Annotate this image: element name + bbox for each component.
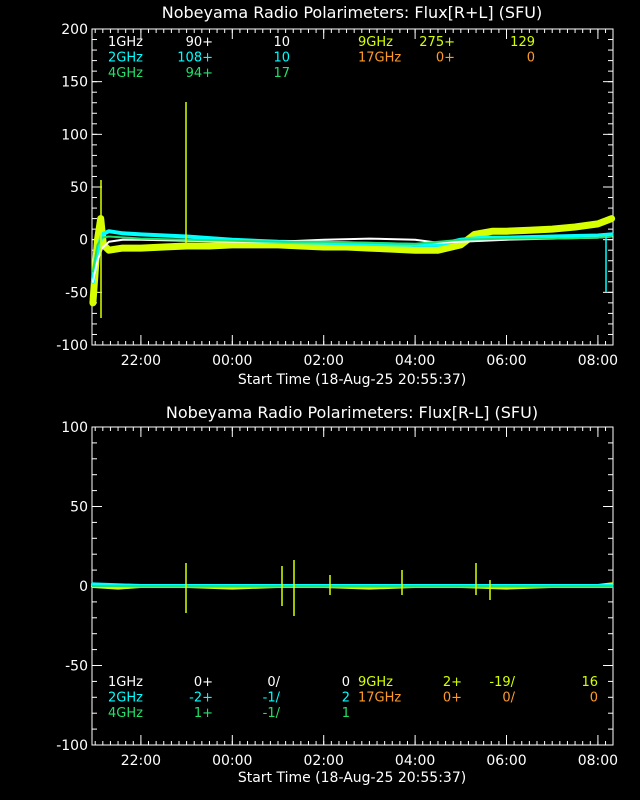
- legend-value: 0: [590, 691, 598, 706]
- y-tick-label: -100: [56, 738, 88, 754]
- legend-value: 275+: [419, 35, 455, 50]
- x-axis-r-plus-l: 22:00 00:00 02:00 04:00 06:00 08:00: [94, 29, 618, 369]
- legend-value: 0/: [267, 675, 280, 690]
- series-line-4ghz: [91, 235, 613, 273]
- legend-value: 0/: [502, 691, 515, 706]
- chart-panel-flux-r-plus-l: Nobeyama Radio Polarimeters: Flux[R+L] (…: [56, 3, 618, 388]
- legend-value: 90+: [186, 35, 213, 50]
- x-tick-label: 08:00: [578, 353, 618, 369]
- legend-value: 2: [342, 691, 350, 706]
- x-axis-label-r-minus-l: Start Time (18-Aug-25 20:55:37): [238, 770, 466, 786]
- chart-panel-flux-r-minus-l: Nobeyama Radio Polarimeters: Flux[R-L] (…: [56, 403, 618, 786]
- x-tick-label: 00:00: [212, 353, 252, 369]
- y-tick-label: 200: [61, 22, 88, 38]
- x-tick-label: 06:00: [486, 753, 526, 769]
- legend-value: -1/: [263, 691, 281, 706]
- legend-band-2ghz: 2GHz: [108, 691, 143, 706]
- series-line-9ghz: [89, 215, 616, 307]
- legend-band-17ghz: 17GHz: [358, 691, 401, 706]
- legend-value: -19/: [489, 675, 515, 690]
- legend-value: 1+: [194, 706, 213, 721]
- y-tick-label: 50: [70, 180, 88, 196]
- legend-value: 0+: [436, 51, 455, 66]
- x-tick-label: 04:00: [395, 753, 435, 769]
- legend-value: 0+: [194, 675, 213, 690]
- y-tick-label: 100: [61, 127, 88, 143]
- legend-value: -2+: [189, 691, 213, 706]
- y-tick-label: 50: [70, 500, 88, 516]
- legend-value: 10: [273, 51, 290, 66]
- legend-value: 94+: [186, 66, 213, 81]
- legend-value: 10: [273, 35, 290, 50]
- legend-r-plus-l: 1GHz 90+ 10 9GHz 275+ 129 2GHz 108+ 10 17GHz 0+ 0 4G…: [108, 35, 535, 81]
- legend-band-1ghz: 1GHz: [108, 35, 143, 50]
- legend-band-4ghz: 4GHz: [108, 706, 143, 721]
- y-tick-label: 100: [61, 420, 88, 436]
- x-tick-label: 00:00: [212, 753, 252, 769]
- y-tick-label: -50: [65, 659, 88, 675]
- spikes-r-plus-l: [100, 102, 607, 318]
- series-line-1ghz: [91, 235, 613, 283]
- x-tick-label: 08:00: [578, 753, 618, 769]
- legend-value: 0: [527, 51, 535, 66]
- legend-value: 2+: [443, 675, 462, 690]
- y-tick-label: 0: [79, 233, 88, 249]
- x-tick-label: 22:00: [121, 353, 161, 369]
- legend-r-minus-l: 1GHz 0+ 0/0 9GHz 2+ -19/16 2GHz -2+ -1/2 17GHz 0+ 0…: [108, 675, 598, 721]
- legend-value: 0: [342, 675, 350, 690]
- chart-title-r-minus-l: Nobeyama Radio Polarimeters: Flux[R-L] (…: [166, 403, 538, 422]
- legend-value: 17: [273, 66, 290, 81]
- legend-band-9ghz: 9GHz: [358, 35, 393, 50]
- x-tick-label: 02:00: [304, 353, 344, 369]
- legend-band-2ghz: 2GHz: [108, 51, 143, 66]
- legend-band-9ghz: 9GHz: [358, 675, 393, 690]
- x-tick-label: 06:00: [486, 353, 526, 369]
- legend-value: 16: [581, 675, 598, 690]
- y-tick-label: 0: [79, 579, 88, 595]
- y-tick-label: -100: [56, 338, 88, 354]
- x-tick-label: 04:00: [395, 353, 435, 369]
- legend-value: 0+: [443, 691, 462, 706]
- series-group-r-minus-l: [90, 582, 614, 590]
- legend-value: -1/: [263, 706, 281, 721]
- chart-title-r-plus-l: Nobeyama Radio Polarimeters: Flux[R+L] (…: [162, 3, 542, 22]
- spikes-r-minus-l: [185, 560, 491, 616]
- x-axis-r-minus-l: 22:00 00:00 02:00 04:00 06:00 08:00: [94, 427, 618, 769]
- y-tick-label: 150: [61, 75, 88, 91]
- x-tick-label: 22:00: [121, 753, 161, 769]
- legend-value: 1: [342, 706, 350, 721]
- legend-value: 108+: [177, 51, 213, 66]
- legend-value: 129: [510, 35, 535, 50]
- series-group-r-plus-l: [89, 215, 616, 307]
- legend-band-4ghz: 4GHz: [108, 66, 143, 81]
- x-axis-label-r-plus-l: Start Time (18-Aug-25 20:55:37): [238, 372, 466, 388]
- legend-band-1ghz: 1GHz: [108, 675, 143, 690]
- y-tick-label: -50: [65, 285, 88, 301]
- legend-band-17ghz: 17GHz: [358, 51, 401, 66]
- x-tick-label: 02:00: [304, 753, 344, 769]
